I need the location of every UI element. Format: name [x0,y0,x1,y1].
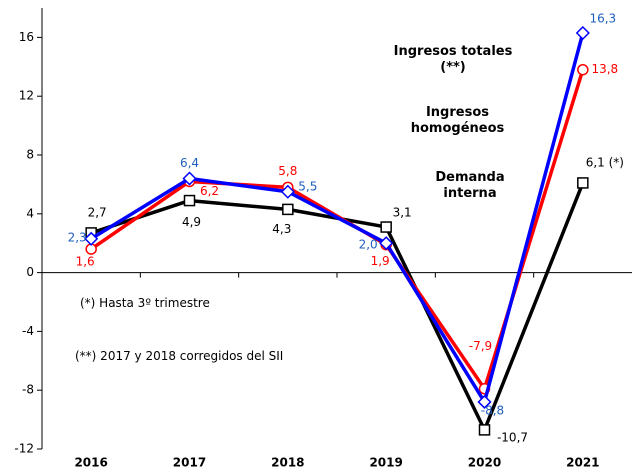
data-label: 1,9 [371,254,390,268]
x-tick-label: 2019 [369,456,402,470]
marker [282,203,294,216]
data-label: 3,1 [393,206,412,220]
x-tick-label: 2020 [468,456,501,470]
series-line [90,32,585,404]
y-tick-label: -4 [22,324,34,338]
y-tick-label: 0 [26,265,34,279]
marker [577,63,589,76]
annotation: (**) 2017 y 2018 corregidos del SII [75,349,284,363]
x-tick-label: 2017 [173,456,206,470]
data-label: -10,7 [497,430,528,444]
data-label: 16,3 [589,11,616,25]
marker [380,221,392,233]
y-tick-label: -8 [22,383,34,397]
marker [182,171,197,186]
marker [478,424,491,436]
y-tick-label: 4 [26,206,34,220]
marker [84,231,99,246]
y-tick-label: 8 [26,148,34,162]
data-label: 4,9 [182,215,201,229]
data-label: 6,2 [200,184,219,198]
marker [477,394,492,410]
data-label: 6,4 [180,156,199,170]
legend-label: Ingresos totales (**) [393,44,513,75]
marker [577,177,589,189]
y-tick-label: -12 [14,442,34,456]
data-label: -7,9 [469,339,492,353]
marker [280,184,295,199]
legend-label: Ingresos homogéneos [410,105,505,136]
x-tick-label: 2018 [271,456,304,470]
data-label: 2,7 [88,205,107,219]
legend-label: Demanda interna [435,170,505,201]
data-label: 2,0 [359,238,378,252]
data-label: 6,1 (*) [586,155,624,169]
marker [183,194,196,207]
data-label: 5,8 [278,164,297,178]
data-label: 5,5 [298,179,317,193]
data-label: 4,3 [272,222,291,236]
data-label: 13,8 [591,62,618,76]
x-tick-label: 2021 [566,456,599,470]
data-label: -8,8 [481,403,504,417]
y-tick-label: 16 [19,30,34,44]
y-tick-label: 12 [19,89,34,103]
annotation: (*) Hasta 3º trimestre [80,296,210,310]
marker [575,25,590,41]
data-label: 2,3 [68,230,87,244]
marker [379,236,394,251]
x-tick-label: 2016 [74,456,107,470]
data-label: 1,6 [76,255,95,269]
